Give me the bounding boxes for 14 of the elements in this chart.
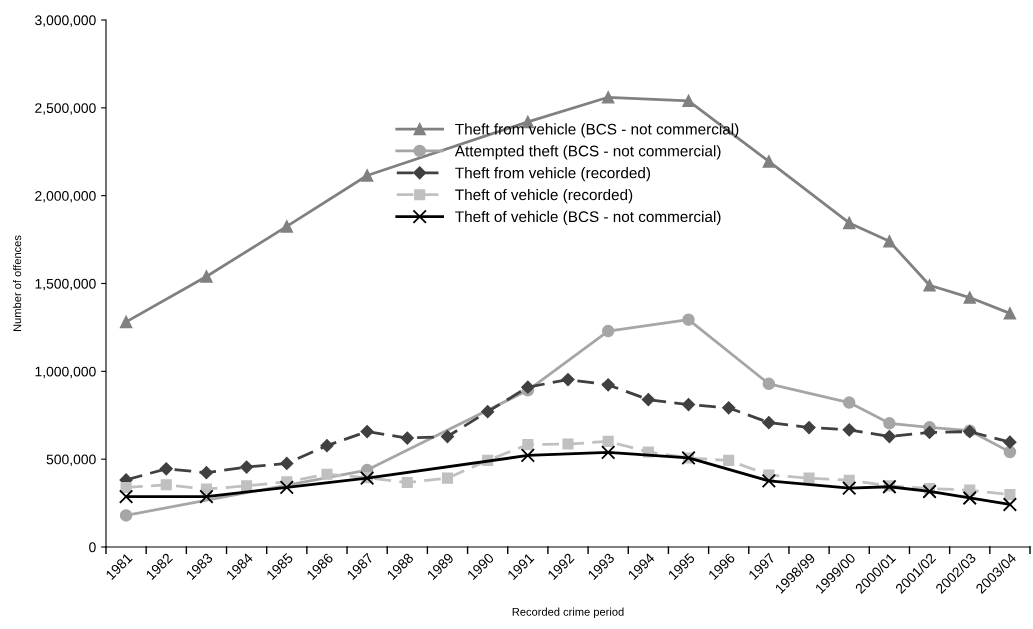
y-tick-label: 2,500,000 [35, 103, 96, 115]
legend-label: Attempted theft (BCS - not commercial) [454, 145, 721, 160]
y-tick-label: 1,000,000 [35, 366, 96, 379]
y-tick-label: 2,000,000 [35, 191, 96, 203]
y-tick-label: 0 [89, 542, 96, 553]
y-tick-label: 3,000,000 [35, 15, 96, 27]
x-axis-title: Recorded crime period [512, 607, 624, 618]
legend-label: Theft of vehicle (BCS - not commercial) [455, 210, 721, 226]
y-tick-label: 1,500,000 [35, 278, 96, 291]
y-tick-label: 500,000 [46, 454, 96, 466]
legend-label: Theft of vehicle (recorded) [455, 188, 633, 204]
legend-label: Theft from vehicle (recorded) [455, 167, 651, 182]
legend-label: Theft from vehicle (BCS - not commercial) [455, 123, 739, 138]
y-axis-title: Number of offences [13, 235, 22, 331]
